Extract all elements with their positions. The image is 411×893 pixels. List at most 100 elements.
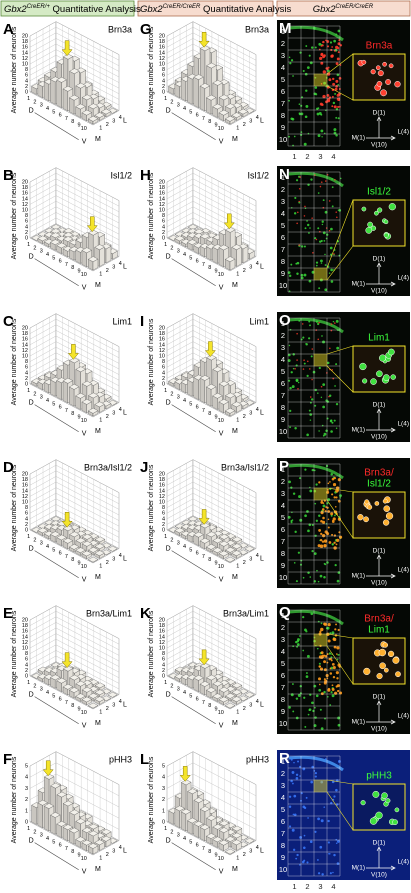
cell xyxy=(329,672,333,675)
marker-name: Brn3a/Lim1 xyxy=(86,608,132,618)
cell xyxy=(320,819,324,823)
grid-line xyxy=(29,49,120,83)
m-l-label: 1 xyxy=(99,564,102,570)
panel-letter: Q xyxy=(279,604,291,621)
d-v-label: 8 xyxy=(71,119,74,125)
z-tick-label: 10 xyxy=(22,61,28,67)
cell xyxy=(288,795,292,798)
row-number: 3 xyxy=(281,635,285,644)
inset-cell xyxy=(383,232,389,238)
grid-line xyxy=(29,318,120,353)
bar xyxy=(81,696,93,706)
bar-top xyxy=(62,236,74,242)
z-tick-label: 10 xyxy=(22,207,28,213)
cell xyxy=(298,495,301,498)
d-v-label: 6 xyxy=(59,259,62,265)
d-v-label: 6 xyxy=(196,405,199,411)
cell xyxy=(332,101,336,105)
z-tick-label: 3 xyxy=(162,786,165,792)
bar xyxy=(94,112,105,121)
cell xyxy=(304,468,307,471)
compass-label: D(1) xyxy=(373,548,386,555)
grid-line xyxy=(166,627,257,662)
cell xyxy=(331,46,333,48)
axis-letter: M xyxy=(95,428,101,435)
cell xyxy=(339,44,343,47)
bar-top xyxy=(199,681,211,687)
d-v-label: 10 xyxy=(218,126,224,132)
compass-head xyxy=(376,116,382,122)
bar-top xyxy=(212,80,223,86)
cell xyxy=(335,33,338,36)
d-v-label: 6 xyxy=(196,113,199,119)
row-number: 8 xyxy=(281,841,285,850)
cell xyxy=(323,432,327,436)
row-number: 10 xyxy=(279,719,287,728)
d-v-label: 5 xyxy=(52,401,55,407)
d-v-label: 9 xyxy=(214,853,217,859)
cell xyxy=(304,205,306,208)
cell xyxy=(290,758,293,761)
cell xyxy=(310,398,314,401)
axis-letter: M xyxy=(232,720,238,727)
cell xyxy=(288,99,290,102)
arrow xyxy=(223,213,235,230)
cell xyxy=(309,413,313,416)
cell xyxy=(335,838,338,841)
row-number: 5 xyxy=(281,659,285,668)
cell xyxy=(292,367,295,370)
d-v-label: 4 xyxy=(46,398,49,404)
bar-top xyxy=(94,682,106,689)
header-suffix: Quantitative Analysis xyxy=(203,4,291,15)
bar-top xyxy=(225,392,236,399)
bar xyxy=(231,682,243,692)
row-number: 10 xyxy=(279,427,287,436)
d-v-label: 5 xyxy=(189,109,192,115)
d-v-label: 6 xyxy=(59,843,62,849)
cell xyxy=(288,825,292,828)
m-l-label: 1 xyxy=(99,272,102,278)
cell xyxy=(328,229,331,232)
z-tick-label: 18 xyxy=(159,185,165,191)
cell xyxy=(318,366,321,370)
d-v-label: 2 xyxy=(33,391,36,397)
cell xyxy=(320,780,324,784)
cell xyxy=(330,691,333,694)
column-number: 1 xyxy=(292,152,296,161)
m-l-label: 4 xyxy=(119,407,122,413)
bar xyxy=(88,547,99,556)
m-l-label: 3 xyxy=(249,118,252,124)
row-number: 4 xyxy=(281,501,285,510)
inset-cell xyxy=(367,221,373,228)
cell xyxy=(328,272,331,274)
arrow xyxy=(86,216,98,233)
cell xyxy=(288,135,290,138)
m-l-label: 1 xyxy=(236,564,239,570)
cell xyxy=(295,179,299,182)
bar xyxy=(205,94,217,115)
bar-top xyxy=(75,537,86,544)
m-l-label: 3 xyxy=(249,702,252,708)
cell xyxy=(318,688,322,692)
cell xyxy=(323,81,327,85)
bar-top xyxy=(199,375,211,381)
genotype: CreER/CreER xyxy=(163,4,201,10)
bar-top xyxy=(56,677,67,684)
z-tick-label: 20 xyxy=(22,617,28,623)
bar-top xyxy=(212,392,223,399)
cell xyxy=(326,488,329,491)
grid-line xyxy=(29,459,120,493)
cell xyxy=(293,761,295,764)
row-number: 3 xyxy=(281,51,285,60)
cell xyxy=(322,502,325,504)
compass-label: V(10) xyxy=(371,142,387,149)
cell xyxy=(334,505,337,508)
cell xyxy=(295,379,299,383)
z-tick-label: 4 xyxy=(162,662,165,668)
bar-top xyxy=(212,680,223,687)
cell xyxy=(320,181,323,183)
inset-cell xyxy=(380,89,387,97)
panel-letter: H xyxy=(140,167,151,184)
inset-cell xyxy=(385,79,391,85)
